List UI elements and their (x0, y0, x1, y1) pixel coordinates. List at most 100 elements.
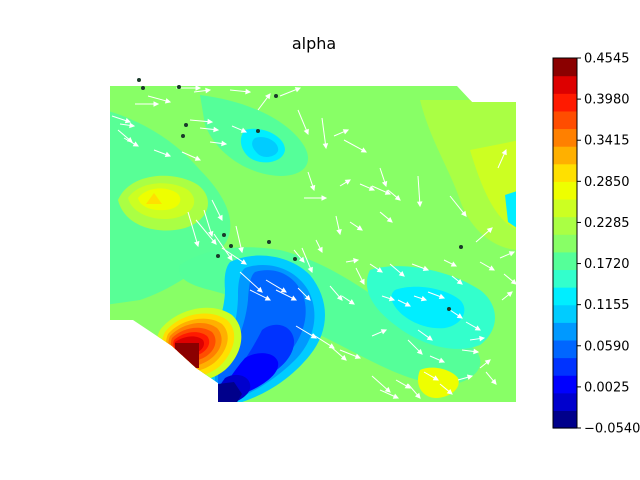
colorbar-band (553, 163, 577, 182)
scatter-point (137, 78, 141, 82)
quiver-arrowhead (344, 179, 351, 185)
quiver-arrow (235, 225, 242, 249)
quiver-arrowhead (354, 353, 362, 359)
quiver-arrowhead (303, 128, 309, 136)
quiver-arrow (295, 325, 313, 337)
quiver-arrow (293, 249, 302, 260)
quiver-arrow (501, 294, 510, 301)
quiver-arrow (371, 185, 387, 193)
quiver-arrow (239, 271, 260, 290)
quiver-arrowhead (376, 267, 383, 273)
quiver-arrow (485, 371, 494, 382)
colorbar-band (553, 251, 577, 271)
quiver-arrow (461, 349, 475, 353)
quiver-arrowhead (238, 246, 244, 254)
quiver-arrow (195, 219, 214, 242)
colorbar-band (553, 375, 577, 394)
quiver-arrow (311, 333, 331, 347)
quiver-arrow (503, 273, 514, 282)
quiver-arrowhead (124, 117, 132, 124)
colorbar-band (553, 128, 577, 147)
scatter-point (177, 85, 181, 89)
quiver-arrow (479, 261, 491, 269)
quiver-arrowhead (388, 295, 396, 302)
scatter-point (256, 129, 260, 133)
quiver-arrow (465, 321, 477, 329)
colorbar-tick-label: 0.1720 (584, 257, 630, 272)
quiver-arrowhead (194, 155, 202, 161)
quiver-arrow (359, 183, 371, 189)
scatter-point (181, 134, 185, 138)
quiver-arrow (275, 289, 293, 299)
quiver-arrowhead (420, 295, 428, 302)
colorbar-band (553, 304, 577, 323)
quiver-arrowhead (298, 256, 305, 263)
quiver-layer (111, 85, 517, 399)
quiver-arrow (345, 260, 355, 263)
quiver-arrowhead (450, 261, 458, 267)
quiver-arrow (395, 379, 407, 387)
quiver-arrow (153, 149, 167, 156)
quiver-arrowhead (380, 329, 388, 335)
quiver-arrowhead (153, 101, 160, 107)
quiver-arrow (341, 295, 351, 303)
contour-pocket-southeast (391, 286, 465, 329)
quiver-arrow (339, 349, 357, 357)
quiver-arrowhead (488, 265, 495, 271)
colorbar-tick-label: 0.2285 (584, 216, 630, 231)
quiver-arrowhead (508, 251, 516, 257)
colorbar-tick-label: −0.0540 (584, 422, 640, 437)
quiver-arrow (381, 295, 391, 300)
quiver-arrowhead (392, 393, 400, 399)
quiver-arrowhead (474, 325, 481, 331)
contour-pocket-north-core (252, 136, 279, 157)
quiver-arrowhead (384, 189, 392, 195)
quiver-arrowhead (359, 278, 365, 286)
colorbar: −0.0540 0.0025 0.0590 0.1155 0.1720 0.2285 0.2… (552, 52, 640, 437)
quiver-arrow (497, 153, 505, 169)
quiver-arrowhead (227, 254, 233, 261)
contour-field (110, 86, 516, 402)
colorbar-band (553, 339, 577, 359)
quiver-arrowhead (473, 348, 480, 355)
contour-hotspot-west-core (138, 188, 181, 211)
quiver-arrow (475, 230, 490, 243)
quiver-arrowhead (368, 185, 376, 191)
quiver-arrowhead (386, 216, 393, 223)
quiver-arrow (417, 329, 430, 339)
scatter-layer (137, 78, 463, 311)
quiver-arrowhead (456, 278, 463, 285)
quiver-arrowhead (290, 295, 298, 301)
quiver-arrow (329, 345, 344, 358)
quiver-arrowhead (356, 225, 363, 231)
scatter-point (274, 94, 278, 98)
colorbar-band (553, 269, 577, 288)
quiver-arrow (339, 181, 347, 187)
quiver-arrowhead (265, 93, 271, 100)
chart-title: alpha (292, 34, 336, 53)
quiver-arrow (321, 117, 326, 145)
colorbar-tick-label: 0.0025 (584, 380, 630, 395)
quiver-arrow (231, 125, 243, 131)
quiver-arrowhead (466, 374, 474, 380)
quiver-arrow (499, 253, 511, 259)
quiver-arrowhead (207, 230, 214, 238)
quiver-arrow (469, 338, 481, 341)
quiver-arrowhead (132, 141, 139, 147)
colorbar-band (553, 146, 577, 165)
quiver-arrowhead (307, 266, 313, 274)
quiver-arrowhead (398, 270, 405, 277)
quiver-arrowhead (404, 301, 412, 307)
quiver-arrow (371, 331, 383, 337)
colorbar-band (553, 75, 577, 94)
quiver-arrowhead (510, 278, 517, 285)
contour-hotspot-west-peak (146, 193, 162, 204)
quiver-arrowhead (217, 214, 223, 222)
quiver-arrowhead (336, 228, 342, 236)
quiver-arrow (379, 211, 390, 220)
quiver-arrow (397, 299, 407, 305)
quiver-arrow (451, 275, 460, 282)
scatter-point (184, 123, 188, 127)
colorbar-band (553, 58, 577, 77)
quiver-arrowhead (317, 246, 323, 254)
